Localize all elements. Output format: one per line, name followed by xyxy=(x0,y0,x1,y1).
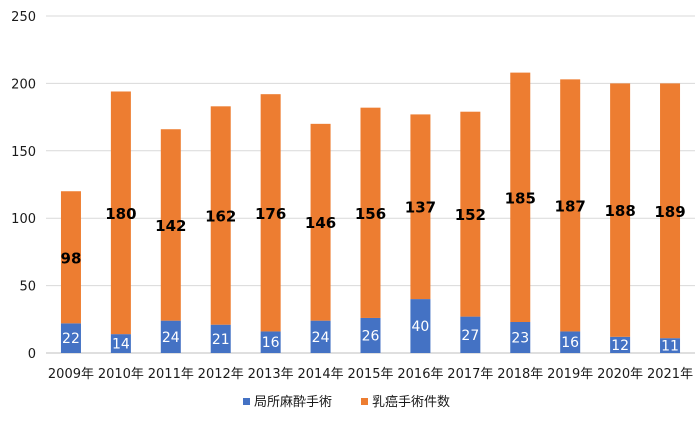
bar-segment-breast-cancer-surgery xyxy=(60,191,81,324)
x-tick-label: 2011年 xyxy=(148,367,194,382)
data-label-breast-cancer-surgery: 185 xyxy=(505,189,536,207)
data-label-local-anesthesia: 26 xyxy=(362,328,380,344)
data-label-breast-cancer-surgery: 189 xyxy=(654,203,685,221)
legend: 局所麻酔手術 乳癌手術件数 xyxy=(243,394,450,410)
data-label-breast-cancer-surgery: 188 xyxy=(604,202,635,220)
bar-segment-local-anesthesia xyxy=(260,331,281,353)
bar-segment-breast-cancer-surgery xyxy=(260,94,281,332)
bar-segment-local-anesthesia xyxy=(460,316,481,353)
data-label-local-anesthesia: 40 xyxy=(412,319,430,335)
data-label-local-anesthesia: 21 xyxy=(212,332,230,348)
x-tick-label: 2021年 xyxy=(647,367,693,382)
data-label-breast-cancer-surgery: 176 xyxy=(255,205,286,223)
y-tick-label: 200 xyxy=(11,77,36,92)
bar-segment-local-anesthesia xyxy=(410,299,431,353)
x-tick-label: 2018年 xyxy=(497,367,543,382)
bar-segment-breast-cancer-surgery xyxy=(110,91,131,335)
bar-segment-breast-cancer-surgery xyxy=(360,107,381,318)
bar-segment-breast-cancer-surgery xyxy=(160,129,181,321)
bar-segment-local-anesthesia xyxy=(110,334,131,353)
data-label-breast-cancer-surgery: 156 xyxy=(355,205,386,223)
bar-segment-breast-cancer-surgery xyxy=(460,111,481,317)
legend-swatch-local-anesthesia xyxy=(243,398,250,405)
y-tick-label: 250 xyxy=(11,10,36,25)
data-label-local-anesthesia: 23 xyxy=(511,330,529,346)
legend-label-local-anesthesia: 局所麻酔手術 xyxy=(254,395,332,410)
data-label-local-anesthesia: 27 xyxy=(461,328,479,344)
y-axis-ticks: 0 50 100 150 200 250 xyxy=(11,10,36,362)
bar-segment-breast-cancer-surgery xyxy=(210,106,231,325)
x-tick-label: 2014年 xyxy=(298,367,344,382)
x-axis-ticks: 2009年 2010年 2011年 2012年 2013年 2014年 2015年 2016年… xyxy=(48,367,693,382)
data-label-local-anesthesia: 22 xyxy=(62,331,80,347)
data-label-local-anesthesia: 16 xyxy=(561,335,579,351)
bar-segment-breast-cancer-surgery xyxy=(560,79,581,332)
data-label-breast-cancer-surgery: 98 xyxy=(61,249,82,267)
legend-label-breast-cancer-surgery: 乳癌手術件数 xyxy=(372,394,450,410)
data-label-breast-cancer-surgery: 142 xyxy=(155,217,186,235)
data-labels: 22 98 14 180 24 142 21 162 16 176 24 146 26 156 40 137 2… xyxy=(61,189,686,354)
data-label-breast-cancer-surgery: 187 xyxy=(555,197,586,215)
y-tick-label: 150 xyxy=(11,145,36,160)
data-label-breast-cancer-surgery: 162 xyxy=(205,208,236,226)
x-tick-label: 2009年 xyxy=(48,367,94,382)
data-label-breast-cancer-surgery: 146 xyxy=(305,214,336,232)
bar-segment-local-anesthesia xyxy=(510,321,531,353)
y-tick-label: 0 xyxy=(28,347,36,362)
x-tick-label: 2016年 xyxy=(397,367,443,382)
legend-swatch-breast-cancer-surgery xyxy=(361,398,368,405)
x-tick-label: 2015年 xyxy=(347,367,393,382)
bar-segment-local-anesthesia xyxy=(610,336,631,353)
bar-segment-local-anesthesia xyxy=(360,317,381,353)
x-tick-label: 2020年 xyxy=(597,367,643,382)
data-label-local-anesthesia: 12 xyxy=(611,338,629,354)
bar-segment-breast-cancer-surgery xyxy=(410,114,431,300)
bar-segment-local-anesthesia xyxy=(160,320,181,353)
bar-segment-local-anesthesia xyxy=(60,323,81,353)
bar-segment-breast-cancer-surgery xyxy=(510,72,531,322)
bar-segment-local-anesthesia xyxy=(310,320,331,353)
bar-segment-breast-cancer-surgery xyxy=(610,83,631,337)
x-tick-label: 2010年 xyxy=(98,367,144,382)
data-label-local-anesthesia: 24 xyxy=(312,330,330,346)
data-label-breast-cancer-surgery: 152 xyxy=(455,206,486,224)
data-label-breast-cancer-surgery: 137 xyxy=(405,199,436,217)
bar-segment-local-anesthesia xyxy=(560,331,581,353)
data-label-breast-cancer-surgery: 180 xyxy=(105,205,136,223)
y-tick-label: 100 xyxy=(11,212,36,227)
x-tick-label: 2017年 xyxy=(447,367,493,382)
bar-segment-local-anesthesia xyxy=(210,324,231,353)
y-tick-label: 50 xyxy=(19,280,36,295)
x-tick-label: 2019年 xyxy=(547,367,593,382)
bar-segment-breast-cancer-surgery xyxy=(660,83,681,339)
bar-segment-breast-cancer-surgery xyxy=(310,123,331,321)
data-label-local-anesthesia: 16 xyxy=(262,335,280,351)
bar-segment-local-anesthesia xyxy=(660,338,681,353)
data-label-local-anesthesia: 14 xyxy=(112,337,130,353)
x-tick-label: 2012年 xyxy=(198,367,244,382)
data-label-local-anesthesia: 11 xyxy=(661,339,679,355)
bars xyxy=(60,72,681,353)
x-tick-label: 2013年 xyxy=(248,367,294,382)
data-label-local-anesthesia: 24 xyxy=(162,330,180,346)
